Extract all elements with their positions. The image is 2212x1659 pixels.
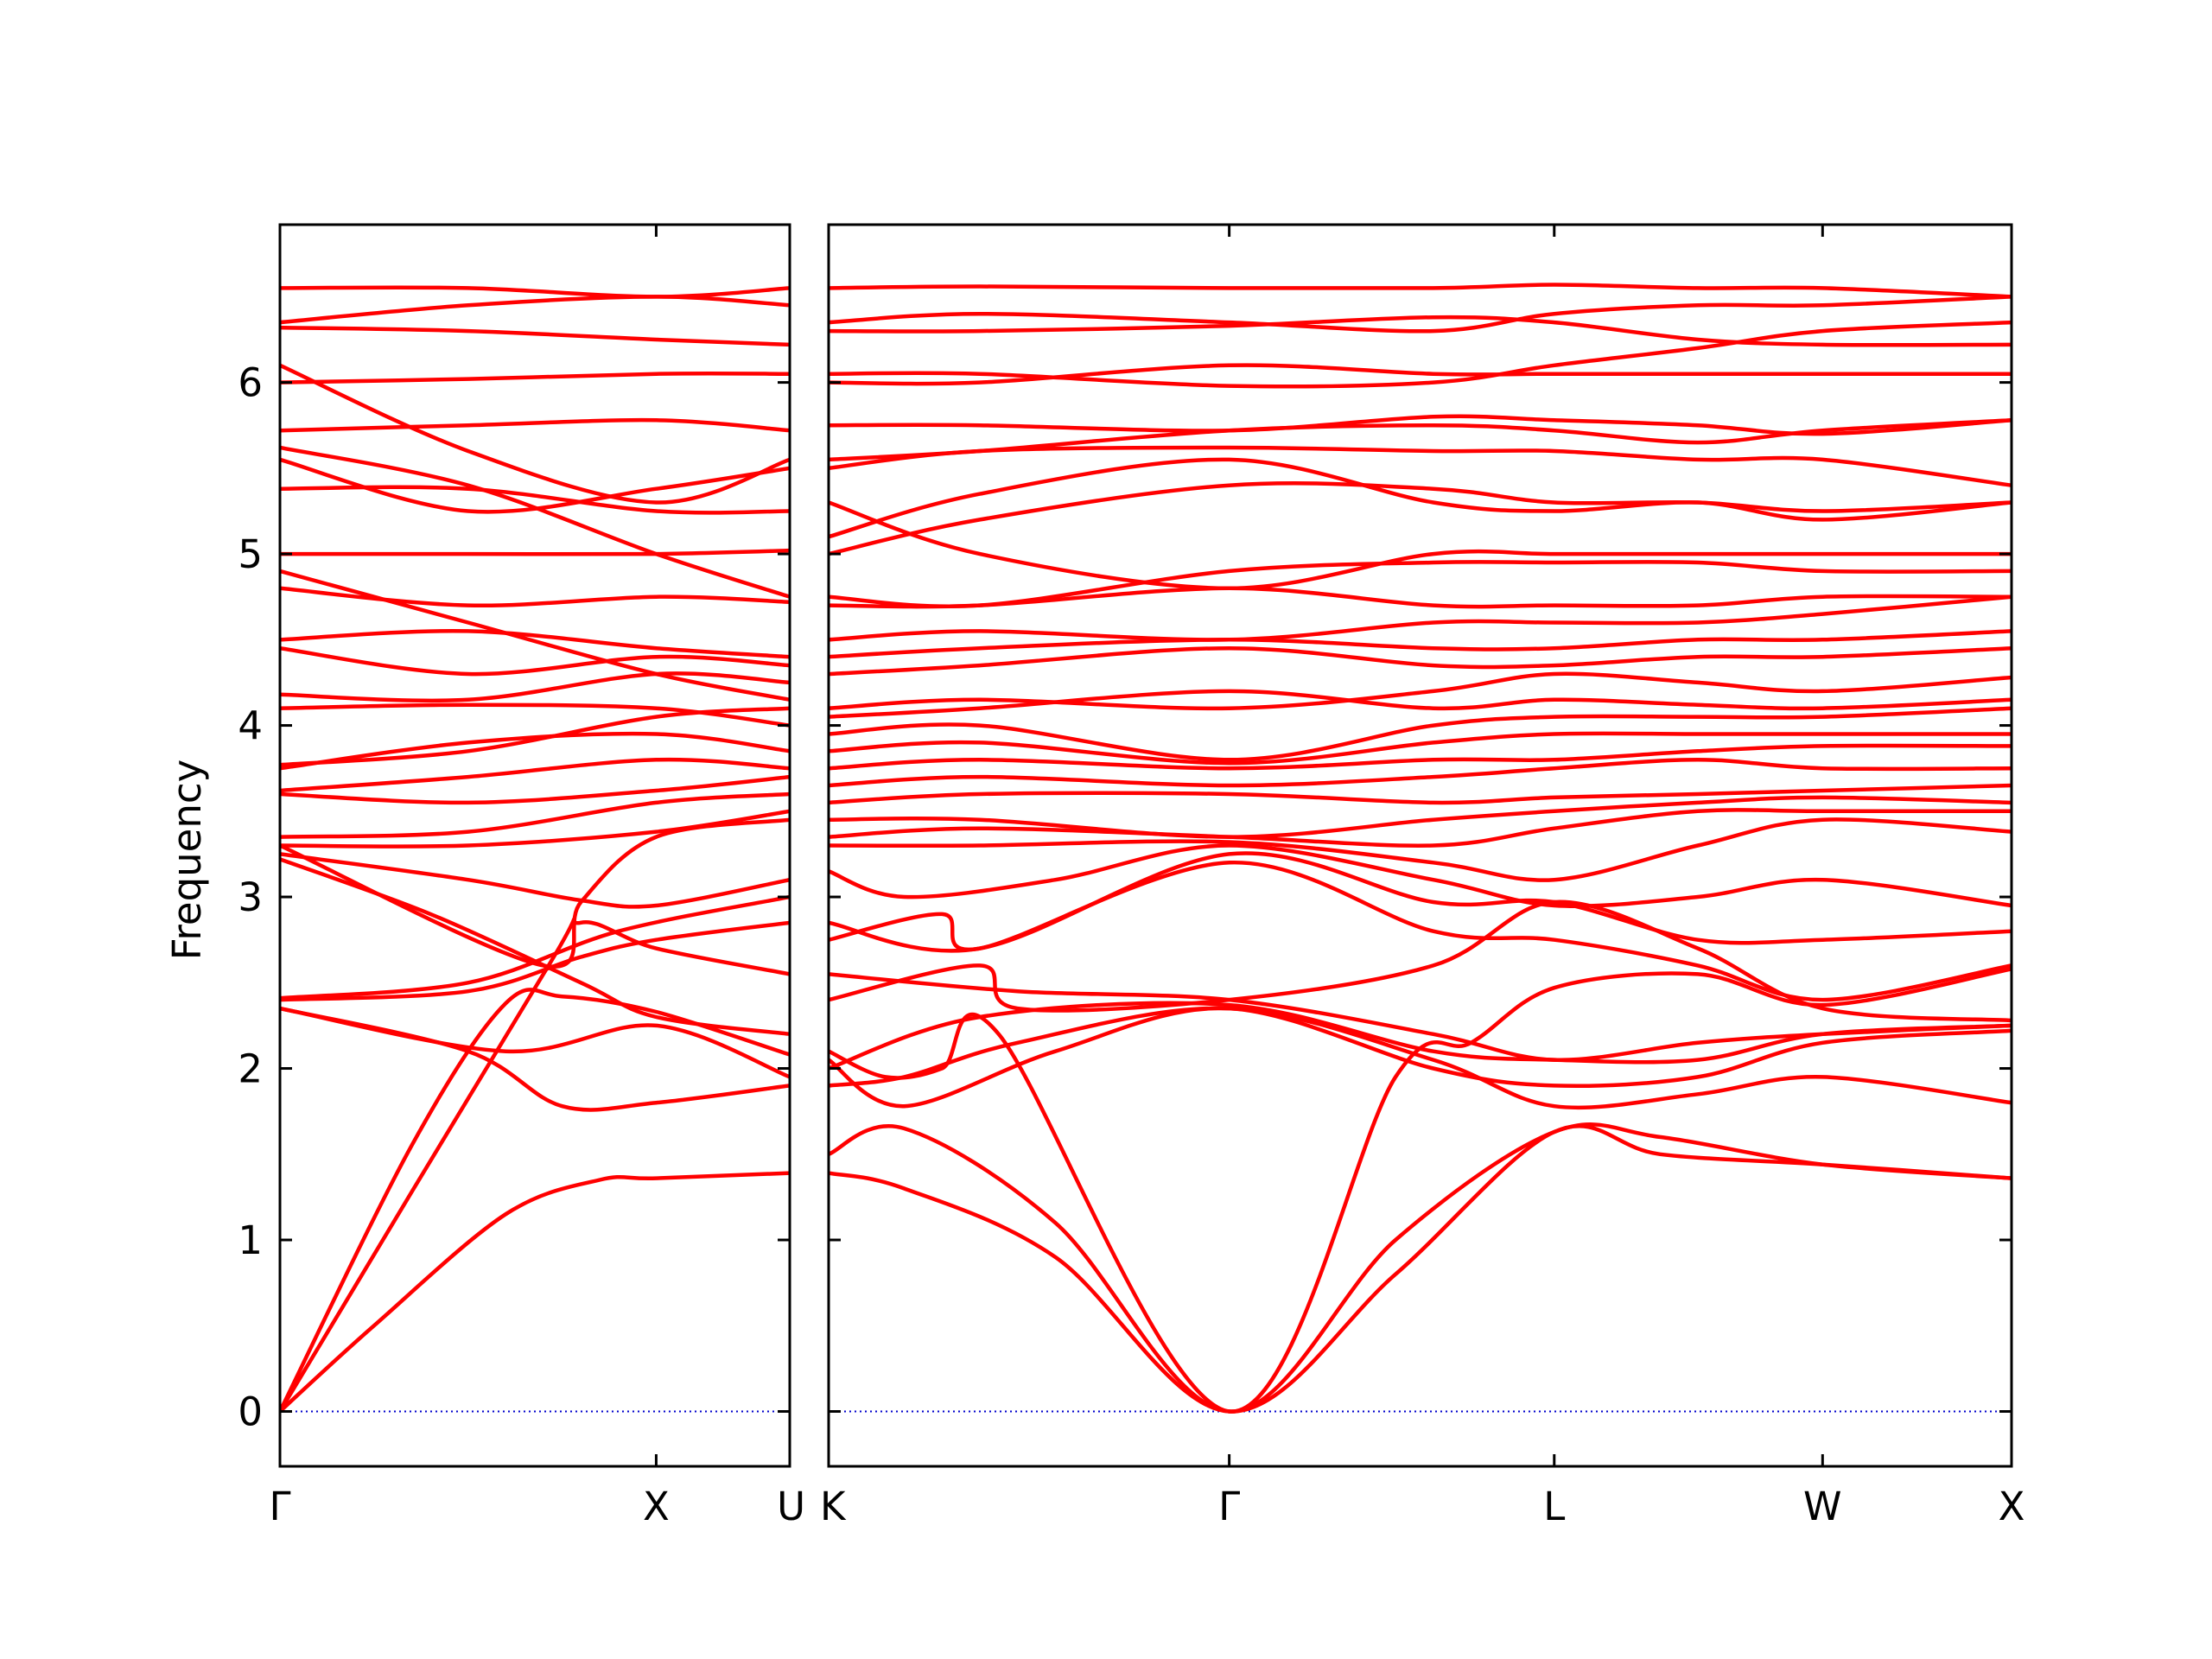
y-tick-label: 4 xyxy=(238,703,263,749)
phonon-band-line xyxy=(280,988,790,1413)
y-tick-label: 3 xyxy=(238,874,263,920)
axes-frame xyxy=(278,223,791,1468)
phonon-band-line xyxy=(280,372,790,385)
phonon-band-line xyxy=(829,861,2012,1002)
phonon-band-line xyxy=(829,457,2012,539)
phonon-band-line xyxy=(829,758,2012,788)
x-tick-label: L xyxy=(1543,1484,1565,1529)
phonon-band-line xyxy=(280,295,790,325)
phonon-band-line xyxy=(280,791,790,839)
phonon-band-line xyxy=(280,894,790,1001)
phonon-band-line xyxy=(280,706,790,767)
phonon-band-line xyxy=(829,689,2012,719)
phonon-band-line xyxy=(829,445,2012,487)
y-tick-label: 1 xyxy=(238,1217,263,1263)
phonon-band-line xyxy=(280,485,790,515)
phonon-band-line xyxy=(280,569,790,702)
phonon-band-line xyxy=(280,774,790,805)
phonon-band-line xyxy=(280,671,790,703)
phonon-band-line xyxy=(829,1123,2012,1414)
y-tick-label: 2 xyxy=(238,1046,263,1092)
phonon-band-line xyxy=(280,757,790,793)
phonon-band-line xyxy=(829,967,2012,1414)
y-tick-label: 6 xyxy=(238,360,263,406)
phonon-band-line xyxy=(829,500,2012,591)
phonon-band-line xyxy=(829,851,2012,953)
axes-frame xyxy=(827,223,2013,1468)
phonon-band-line xyxy=(829,645,2012,677)
phonon-band-line xyxy=(280,1171,790,1414)
phonon-band-line xyxy=(280,548,790,556)
phonon-band-line xyxy=(280,809,790,849)
phonon-band-line xyxy=(829,594,2012,642)
phonon-band-line xyxy=(829,295,2012,334)
phonon-band-line xyxy=(829,817,2012,882)
y-tick-label: 0 xyxy=(238,1389,263,1434)
phonon-band-line xyxy=(829,795,2012,839)
y-axis-label: Frequency xyxy=(164,760,210,960)
x-tick-label: W xyxy=(1803,1484,1842,1529)
phonon-band-line xyxy=(829,414,2012,436)
phonon-band-line xyxy=(280,285,790,299)
phonon-band-line xyxy=(829,481,2012,556)
phonon-band-line xyxy=(829,320,2012,389)
phonon-band-line xyxy=(280,702,790,728)
y-tick-label: 5 xyxy=(238,531,263,577)
phonon-band-line xyxy=(829,706,2012,762)
phonon-band-line xyxy=(280,417,790,433)
phonon-band-line xyxy=(829,808,2012,848)
x-tick-label: X xyxy=(643,1484,670,1529)
phonon-band-line xyxy=(829,731,2012,766)
panel-left: Γ X U 0 1 2 3 4 5 6 xyxy=(238,223,805,1529)
phonon-band-line xyxy=(280,645,790,677)
phonon-band-line xyxy=(280,920,790,1002)
x-tick-label: X xyxy=(1999,1484,2025,1529)
phonon-band-line xyxy=(829,283,2012,299)
phonon-band-line xyxy=(829,1006,2012,1110)
phonon-band-line xyxy=(829,743,2012,771)
phonon-band-line xyxy=(829,671,2012,711)
phonon-band-line xyxy=(829,1006,2012,1109)
phonon-band-line xyxy=(829,418,2012,462)
phonon-band-line xyxy=(829,560,2012,608)
phonon-band-line xyxy=(280,457,790,514)
x-tick-label: Γ xyxy=(269,1484,290,1529)
x-tick-label: Γ xyxy=(1218,1484,1240,1529)
phonon-band-line xyxy=(280,325,790,347)
phonon-band-line xyxy=(829,315,2012,347)
phonon-band-line xyxy=(829,972,2012,1062)
x-tick-label: K xyxy=(820,1484,847,1529)
phonon-band-line xyxy=(829,1001,2012,1071)
phonon-band-line xyxy=(280,852,790,909)
phonon-band-line xyxy=(280,1006,790,1079)
x-tick-label: U xyxy=(777,1484,805,1529)
phonon-band-line xyxy=(280,363,790,505)
phonon-band-line xyxy=(829,629,2012,659)
phonon-band-line xyxy=(829,843,2012,909)
phonon-band-line xyxy=(280,445,790,599)
phonon-band-line xyxy=(280,628,790,659)
phonon-band-line xyxy=(829,363,2012,386)
phonon-band-line xyxy=(829,1122,2012,1414)
phonon-band-line xyxy=(829,783,2012,805)
phonon-band-line xyxy=(280,586,790,608)
